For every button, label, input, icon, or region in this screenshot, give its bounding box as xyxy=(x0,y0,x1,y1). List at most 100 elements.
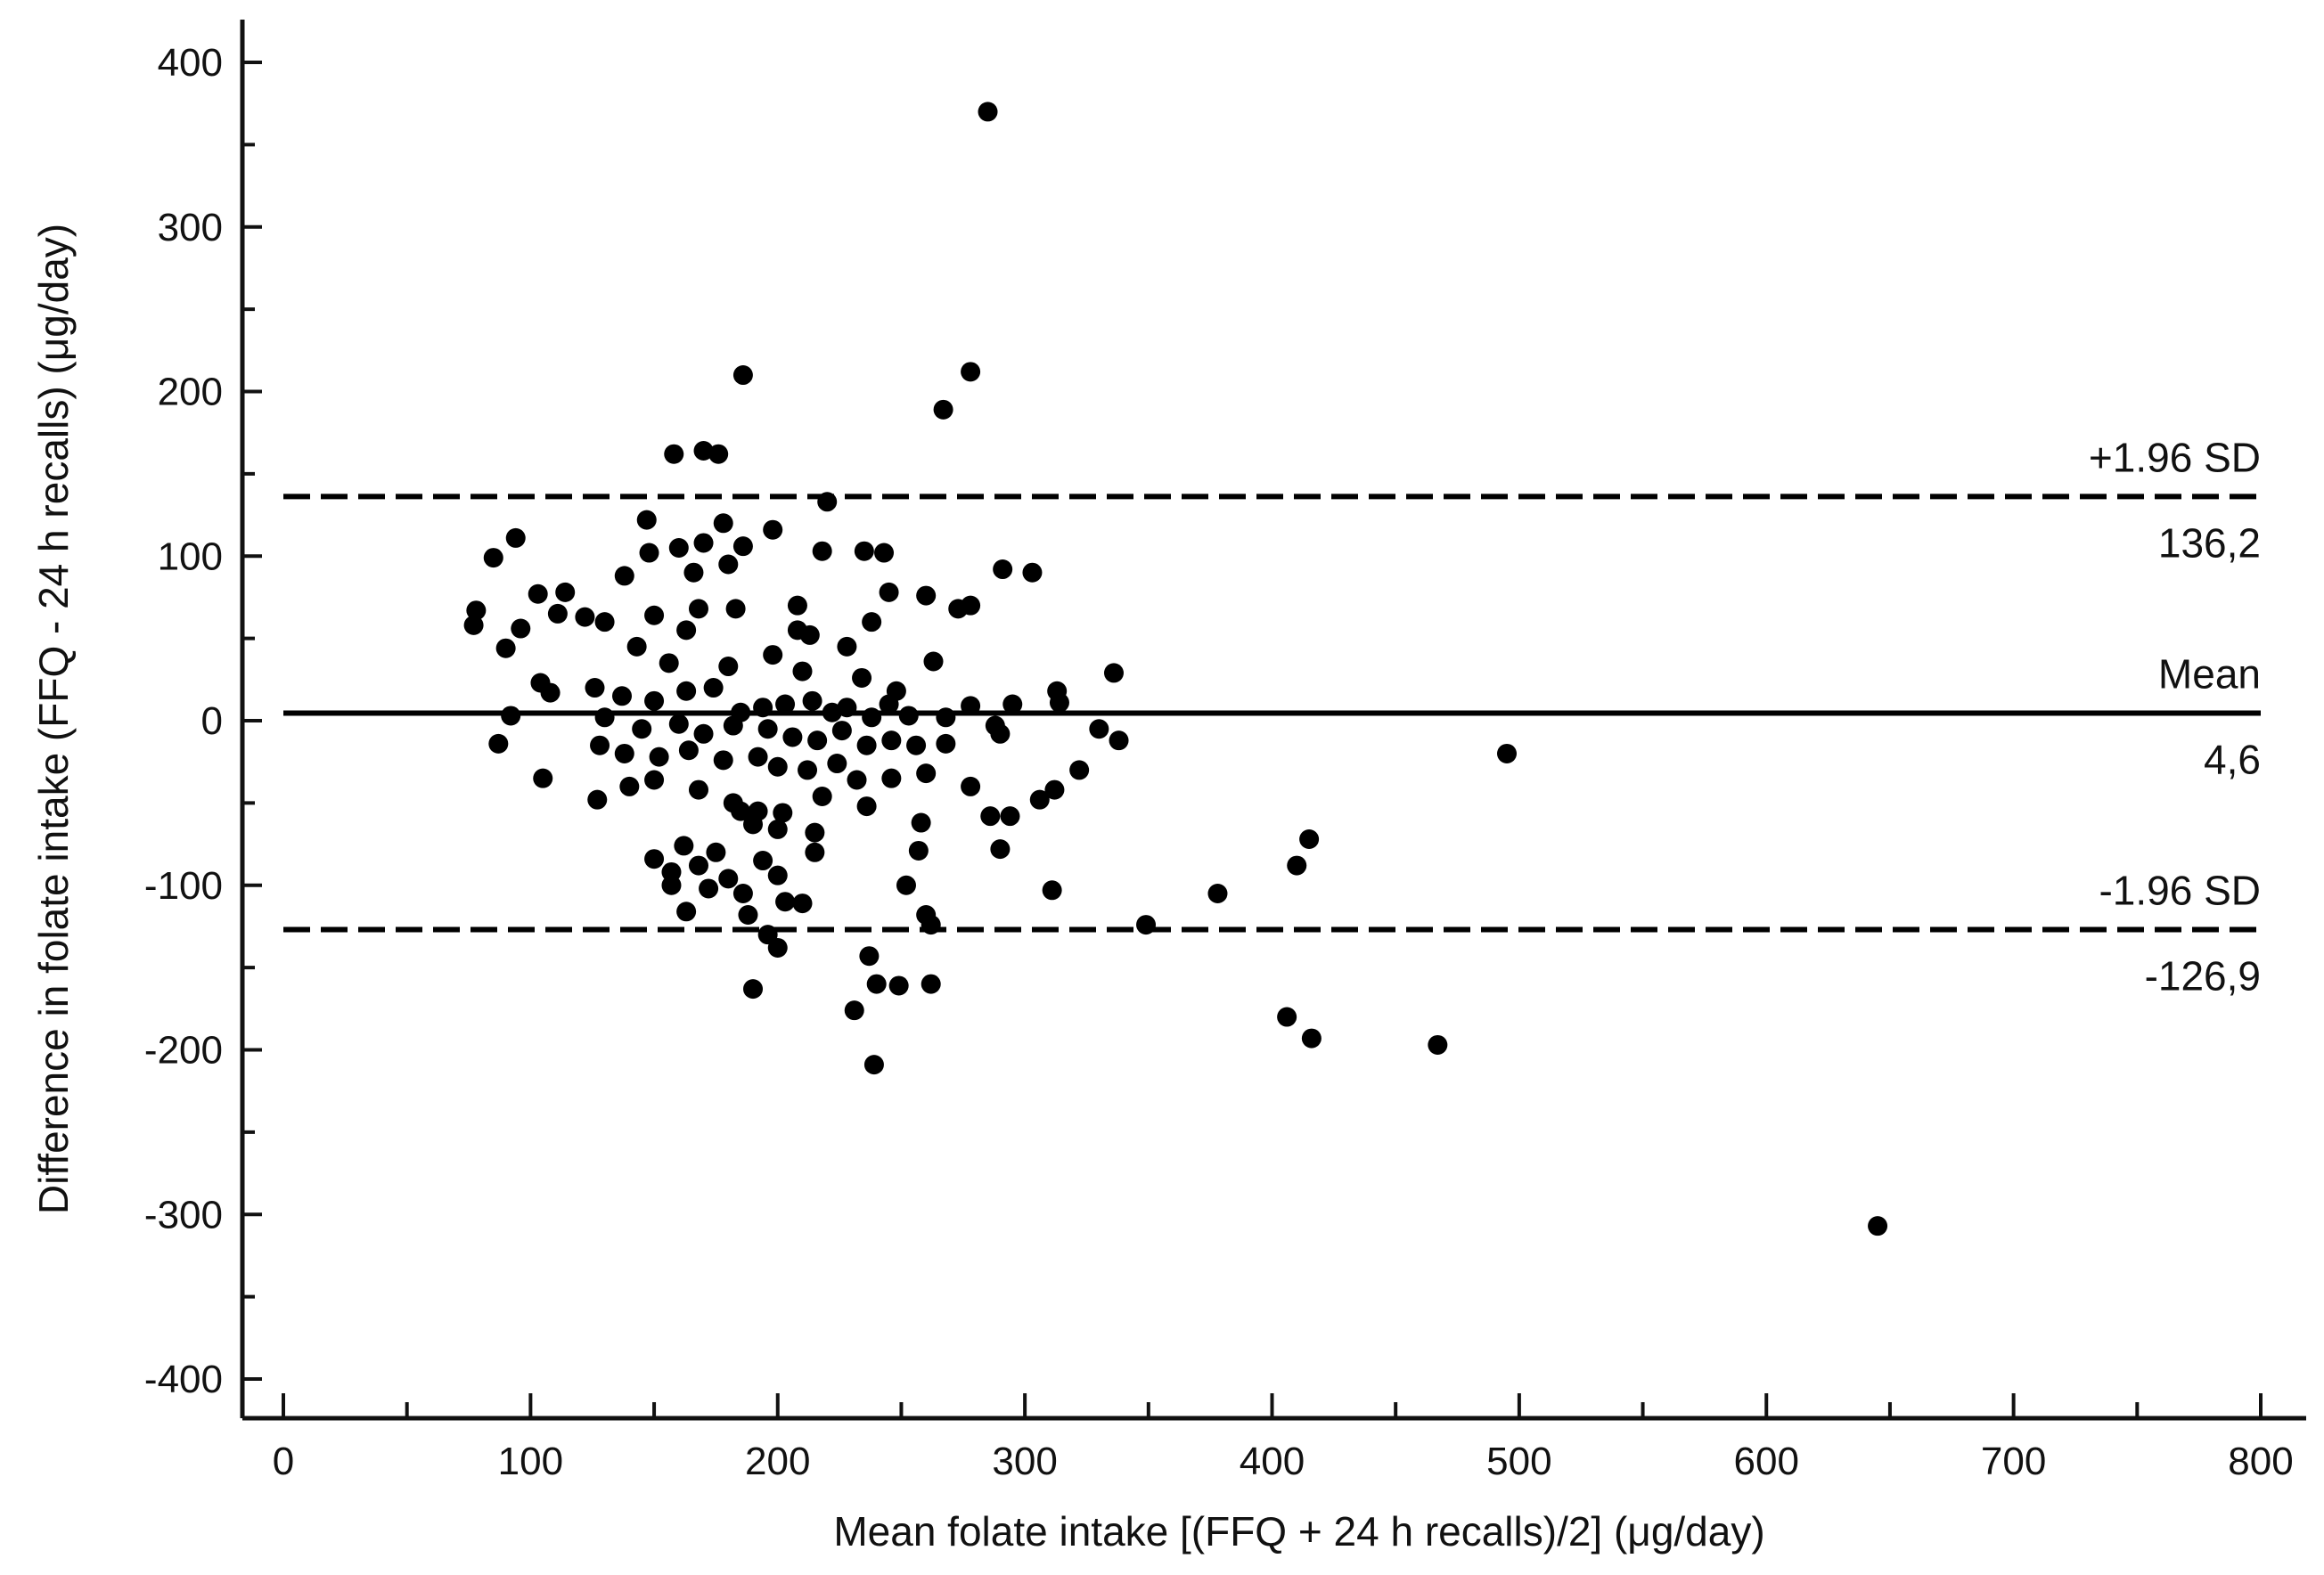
data-point xyxy=(775,694,796,714)
data-point xyxy=(936,733,956,754)
data-point xyxy=(463,615,484,635)
data-point xyxy=(731,801,751,821)
data-point xyxy=(748,747,768,767)
y-tick-label: -300 xyxy=(144,1193,223,1236)
data-point xyxy=(555,582,576,602)
data-point xyxy=(916,585,937,606)
data-point xyxy=(644,605,665,625)
data-point xyxy=(649,747,669,767)
data-point xyxy=(911,812,931,833)
y-tick-label: 300 xyxy=(158,206,223,249)
data-point xyxy=(547,603,568,624)
lower-line-value: -126,9 xyxy=(2145,952,2261,999)
data-point xyxy=(688,779,708,800)
data-point xyxy=(990,839,1011,860)
data-point xyxy=(590,735,610,755)
mean-line-label: Mean xyxy=(2158,651,2261,698)
data-point xyxy=(636,510,657,530)
data-point xyxy=(921,974,941,994)
data-point xyxy=(961,776,981,796)
data-point xyxy=(1103,663,1124,683)
data-point xyxy=(676,681,697,701)
data-point xyxy=(787,595,807,616)
data-point xyxy=(1000,806,1020,827)
x-tick-label: 800 xyxy=(2228,1440,2293,1483)
data-point xyxy=(805,822,825,843)
data-point xyxy=(668,714,689,734)
data-point xyxy=(626,636,647,657)
data-point xyxy=(699,878,719,899)
data-point xyxy=(1049,692,1069,713)
data-point xyxy=(703,678,724,698)
data-point xyxy=(664,444,684,464)
lower-line-label: -1.96 SD xyxy=(2099,867,2261,913)
data-point xyxy=(936,707,956,728)
data-point xyxy=(874,543,895,563)
data-point xyxy=(612,686,633,706)
data-point xyxy=(757,719,778,739)
y-axis-title: Difference in folate intake (FFQ - 24 h … xyxy=(30,224,77,1214)
data-point xyxy=(668,538,689,559)
data-point xyxy=(1029,789,1050,810)
data-point xyxy=(708,444,729,464)
data-point xyxy=(723,715,743,736)
data-point xyxy=(725,599,746,619)
data-point xyxy=(767,756,788,777)
reference-lines: +1.96 SD 136,2 Mean 4,6 -1.96 SD -126,9 xyxy=(283,434,2261,999)
data-point xyxy=(1042,880,1062,901)
data-point xyxy=(688,855,708,876)
data-point xyxy=(862,612,882,632)
data-point xyxy=(706,842,726,862)
data-point xyxy=(961,696,981,716)
x-tick-label: 300 xyxy=(992,1440,1057,1483)
data-point xyxy=(807,730,828,751)
axes xyxy=(240,20,2306,1421)
x-tick-label: 200 xyxy=(745,1440,810,1483)
data-point xyxy=(879,582,899,602)
data-point xyxy=(1428,1034,1448,1055)
data-point xyxy=(763,519,783,540)
data-point xyxy=(923,651,944,672)
data-point xyxy=(921,915,941,935)
data-point xyxy=(683,562,704,583)
data-point xyxy=(993,559,1013,580)
data-point xyxy=(844,1000,864,1021)
data-point xyxy=(495,638,516,658)
data-point xyxy=(1301,1028,1322,1049)
data-point xyxy=(817,492,838,512)
data-point xyxy=(619,776,640,796)
data-point xyxy=(718,869,739,889)
data-point xyxy=(767,865,788,885)
data-point xyxy=(540,682,561,703)
data-point xyxy=(782,727,803,747)
data-point xyxy=(594,707,615,728)
data-point xyxy=(585,678,605,698)
data-point xyxy=(805,842,825,862)
data-point xyxy=(713,750,733,771)
data-point xyxy=(978,102,998,122)
data-point xyxy=(881,730,902,751)
data-point xyxy=(488,733,509,754)
data-point xyxy=(644,690,665,711)
data-point xyxy=(528,583,548,604)
data-point xyxy=(511,618,531,639)
data-point xyxy=(743,979,764,1000)
data-point xyxy=(1868,1216,1888,1236)
data-point xyxy=(594,612,615,632)
data-point xyxy=(798,760,818,780)
y-tick-label: 400 xyxy=(158,41,223,85)
data-point xyxy=(676,620,697,641)
data-point xyxy=(812,541,832,561)
data-point xyxy=(990,723,1011,744)
x-tick-label: 700 xyxy=(1981,1440,2046,1483)
data-point xyxy=(674,836,694,856)
data-point xyxy=(822,702,842,722)
data-point xyxy=(906,735,927,755)
data-point xyxy=(980,806,1001,827)
data-point xyxy=(827,754,847,774)
y-tick-label: 100 xyxy=(158,535,223,578)
data-point xyxy=(614,743,634,763)
data-point xyxy=(587,789,608,810)
data-point xyxy=(732,365,753,386)
